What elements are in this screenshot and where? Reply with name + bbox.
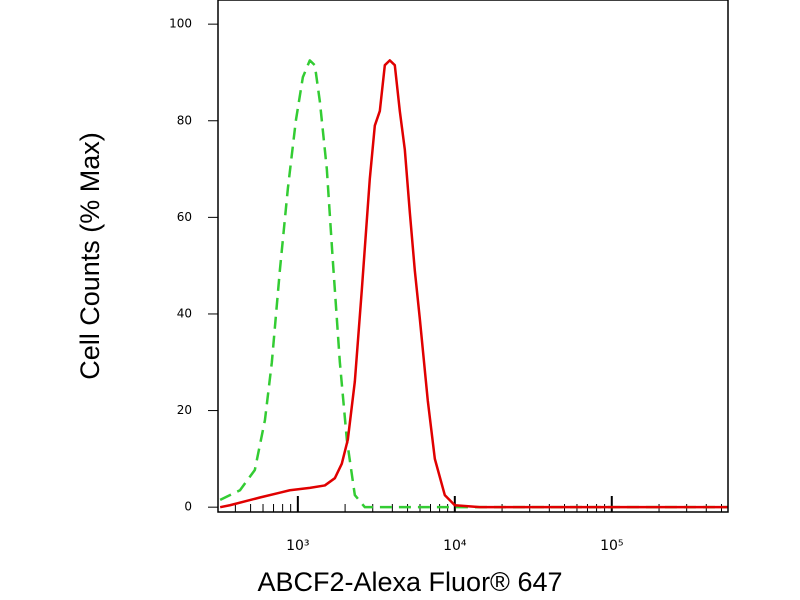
y-tick-label: 100 bbox=[169, 17, 192, 31]
x-axis-title: ABCF2-Alexa Fluor® 647 bbox=[257, 567, 562, 597]
series-line bbox=[219, 59, 728, 509]
y-tick-label: 80 bbox=[177, 113, 192, 127]
y-tick-label: 40 bbox=[177, 306, 192, 320]
x-tick-label: 10⁵ bbox=[600, 538, 623, 554]
x-tick-label: 10³ bbox=[286, 538, 309, 554]
y-tick-label: 20 bbox=[177, 403, 192, 417]
y-tick-label: 0 bbox=[184, 500, 192, 514]
y-tick-label: 60 bbox=[177, 210, 192, 224]
series-line bbox=[219, 59, 728, 509]
x-tick-label: 10⁴ bbox=[443, 538, 467, 554]
y-axis-title: Cell Counts (% Max) bbox=[75, 132, 105, 380]
plot-frame bbox=[217, 0, 729, 513]
